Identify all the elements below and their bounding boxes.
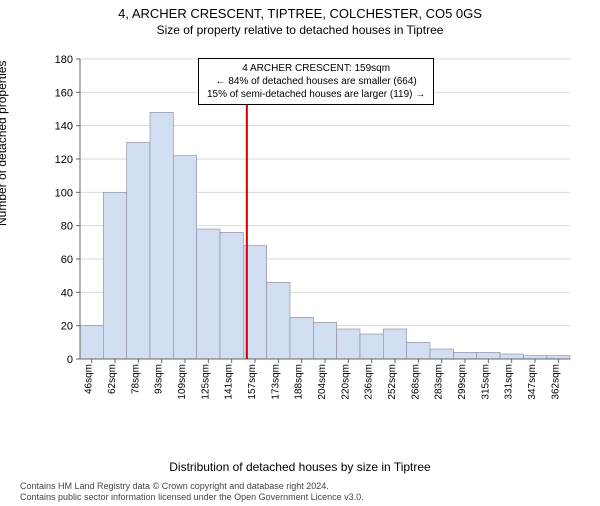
svg-text:299sqm: 299sqm	[457, 364, 468, 400]
svg-text:62sqm: 62sqm	[107, 364, 118, 394]
chart-title-sub: Size of property relative to detached ho…	[0, 23, 600, 37]
svg-text:120: 120	[55, 154, 73, 166]
svg-text:252sqm: 252sqm	[387, 364, 398, 400]
svg-text:268sqm: 268sqm	[410, 364, 421, 400]
svg-text:204sqm: 204sqm	[317, 364, 328, 400]
svg-text:80: 80	[61, 221, 73, 233]
chart-title-main: 4, ARCHER CRESCENT, TIPTREE, COLCHESTER,…	[0, 6, 600, 21]
svg-text:236sqm: 236sqm	[364, 364, 375, 400]
svg-text:283sqm: 283sqm	[434, 364, 445, 400]
annotation-line3: 15% of semi-detached houses are larger (…	[207, 88, 425, 101]
svg-text:0: 0	[67, 354, 73, 366]
svg-text:173sqm: 173sqm	[270, 364, 281, 400]
svg-text:315sqm: 315sqm	[480, 364, 491, 400]
footer-line2: Contains public sector information licen…	[20, 492, 590, 504]
annotation-line1: 4 ARCHER CRESCENT: 159sqm	[207, 62, 425, 75]
svg-text:46sqm: 46sqm	[84, 364, 95, 394]
histogram-svg: 0 20 40 60 80 100 120 140 160 180 46sqm 62sqm 78sqm 9…	[50, 54, 580, 414]
svg-text:78sqm: 78sqm	[130, 364, 141, 394]
svg-text:125sqm: 125sqm	[200, 364, 211, 400]
svg-text:20: 20	[61, 321, 73, 333]
svg-text:40: 40	[61, 287, 73, 299]
svg-text:180: 180	[55, 54, 73, 66]
chart-area: 0 20 40 60 80 100 120 140 160 180 46sqm 62sqm 78sqm 9…	[50, 54, 580, 414]
svg-text:220sqm: 220sqm	[340, 364, 351, 400]
x-axis-label: Distribution of detached houses by size …	[0, 460, 600, 474]
svg-text:109sqm: 109sqm	[177, 364, 188, 400]
footer: Contains HM Land Registry data © Crown c…	[20, 481, 590, 504]
footer-line1: Contains HM Land Registry data © Crown c…	[20, 481, 590, 493]
y-axis-label: Number of detached properties	[0, 61, 9, 226]
svg-text:60: 60	[61, 254, 73, 266]
annotation-box: 4 ARCHER CRESCENT: 159sqm ← 84% of detac…	[198, 58, 434, 105]
annotation-line2: ← 84% of detached houses are smaller (66…	[207, 75, 425, 88]
svg-text:141sqm: 141sqm	[224, 364, 235, 400]
svg-text:188sqm: 188sqm	[294, 364, 305, 400]
svg-text:362sqm: 362sqm	[550, 364, 561, 400]
svg-text:140: 140	[55, 121, 73, 133]
svg-text:157sqm: 157sqm	[247, 364, 258, 400]
svg-text:93sqm: 93sqm	[154, 364, 165, 394]
svg-text:160: 160	[55, 87, 73, 99]
svg-text:100: 100	[55, 187, 73, 199]
svg-text:347sqm: 347sqm	[527, 364, 538, 400]
svg-text:331sqm: 331sqm	[504, 364, 515, 400]
